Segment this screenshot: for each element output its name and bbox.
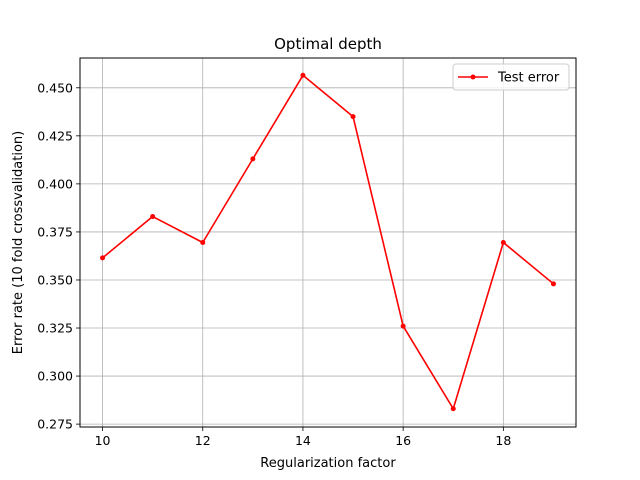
data-point bbox=[100, 255, 106, 261]
data-point bbox=[350, 114, 356, 120]
y-tick-label: 0.350 bbox=[37, 272, 73, 287]
y-tick-label: 0.275 bbox=[37, 417, 73, 432]
data-point bbox=[200, 240, 206, 245]
x-tick-label: 18 bbox=[495, 433, 511, 448]
y-tick-label: 0.375 bbox=[37, 224, 73, 239]
data-point bbox=[400, 323, 406, 329]
legend-label: Test error bbox=[497, 71, 560, 86]
plot-frame bbox=[79, 57, 577, 428]
data-point bbox=[150, 214, 156, 220]
x-tick-label: 10 bbox=[95, 433, 111, 448]
y-tick-label: 0.325 bbox=[37, 321, 73, 336]
series-line bbox=[102, 74, 554, 410]
series-layer bbox=[100, 72, 556, 412]
y-tick-label: 0.425 bbox=[37, 128, 73, 143]
data-point bbox=[250, 156, 256, 162]
data-point bbox=[550, 281, 556, 287]
data-point bbox=[500, 240, 506, 245]
chart-title: Optimal depth bbox=[274, 35, 382, 53]
y-tick-label: 0.450 bbox=[37, 80, 73, 95]
data-point bbox=[300, 72, 306, 78]
tick-layer: 10 12 14 16 18 0.275 0.300 0.325 0.350 0.375 0.400… bbox=[37, 80, 511, 448]
y-tick-label: 0.300 bbox=[37, 369, 73, 384]
x-tick-label: 16 bbox=[395, 433, 411, 448]
x-tick-label: 12 bbox=[195, 433, 211, 448]
legend: Test error bbox=[452, 63, 570, 91]
y-tick-label: 0.400 bbox=[37, 176, 73, 191]
legend-marker bbox=[470, 74, 476, 80]
x-tick-label: 14 bbox=[295, 433, 311, 448]
legend-box bbox=[452, 63, 570, 91]
x-axis-label: Regularization factor bbox=[260, 456, 396, 471]
data-point bbox=[450, 406, 456, 412]
y-axis-label: Error rate (10 fold crossvalidation) bbox=[11, 131, 26, 354]
